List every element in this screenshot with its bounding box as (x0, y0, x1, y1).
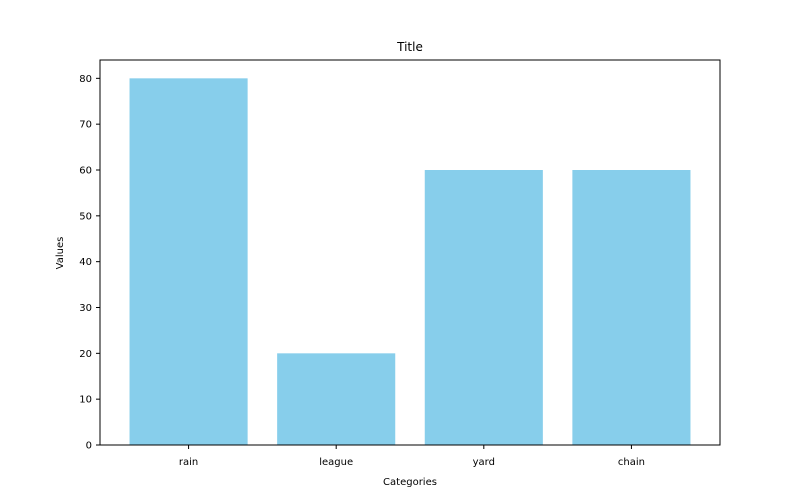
x-axis-ticks: rain league yard chain (179, 445, 645, 468)
bar-yard (424, 170, 543, 445)
x-axis-label: Categories (383, 477, 437, 488)
y-tick-label: 70 (79, 120, 92, 131)
bar-rain (129, 78, 248, 445)
bars-group (129, 78, 691, 445)
y-tick-label: 10 (79, 395, 92, 406)
x-tick-label: rain (179, 457, 198, 468)
y-tick-label: 40 (79, 257, 92, 268)
y-tick-label: 0 (86, 441, 92, 452)
y-tick-label: 60 (79, 166, 92, 177)
y-axis-label: Values (55, 237, 66, 270)
y-tick-label: 20 (79, 349, 92, 360)
y-axis-ticks: 0 10 20 30 40 50 60 70 80 (79, 74, 100, 452)
y-tick-label: 50 (79, 211, 92, 222)
x-tick-label: league (319, 457, 353, 468)
bar-chain (572, 170, 691, 445)
chart-title: Title (396, 40, 423, 54)
x-tick-label: yard (473, 457, 495, 468)
bar-league (277, 353, 396, 445)
y-tick-label: 30 (79, 303, 92, 314)
x-tick-label: chain (618, 457, 645, 468)
plot-frame (99, 59, 721, 446)
y-tick-label: 80 (79, 74, 92, 85)
